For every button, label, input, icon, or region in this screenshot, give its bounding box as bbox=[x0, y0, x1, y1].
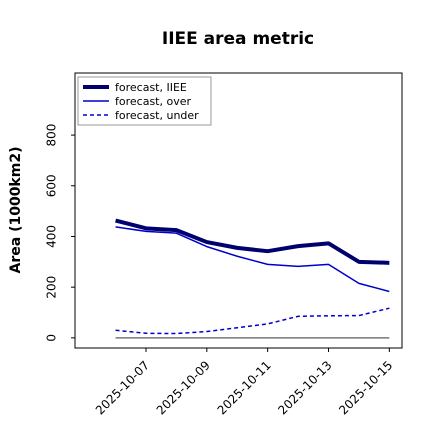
y-tick-label: 800 bbox=[45, 124, 59, 147]
x-tick-label: 2025-10-11 bbox=[215, 358, 274, 417]
plot-frame bbox=[74, 72, 403, 349]
y-tick-label: 0 bbox=[45, 334, 59, 342]
y-tick-label: 400 bbox=[45, 225, 59, 248]
y-axis-label: Area (1000km2) bbox=[8, 147, 24, 274]
y-tick-label: 200 bbox=[45, 276, 59, 299]
x-tick-label: 2025-10-13 bbox=[275, 358, 334, 417]
chart-title: IIEE area metric bbox=[162, 29, 314, 49]
legend-label: forecast, over bbox=[115, 95, 191, 108]
x-tick-label: 2025-10-09 bbox=[154, 358, 213, 417]
series-line bbox=[115, 307, 390, 335]
y-tick-label: 600 bbox=[45, 174, 59, 197]
legend-label: forecast, IIEE bbox=[115, 81, 187, 94]
series-line bbox=[115, 226, 390, 293]
x-tick-label: 2025-10-07 bbox=[93, 358, 152, 417]
legend-label: forecast, under bbox=[115, 109, 199, 122]
series-line bbox=[115, 218, 390, 265]
x-tick-label: 2025-10-15 bbox=[336, 358, 395, 417]
